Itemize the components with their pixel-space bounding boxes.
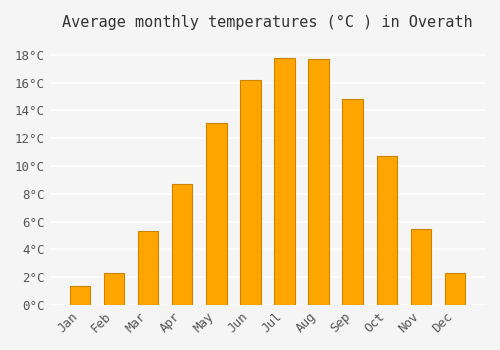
Bar — [445, 273, 465, 305]
Bar — [172, 184, 193, 305]
Bar — [138, 231, 158, 305]
Bar — [308, 59, 329, 305]
Bar — [70, 286, 90, 305]
Bar — [104, 273, 124, 305]
Bar — [240, 80, 260, 305]
Bar — [410, 229, 431, 305]
Bar — [274, 58, 294, 305]
Bar — [206, 123, 227, 305]
Title: Average monthly temperatures (°C ) in Overath: Average monthly temperatures (°C ) in Ov… — [62, 15, 472, 30]
Bar — [342, 99, 363, 305]
Bar — [376, 156, 397, 305]
